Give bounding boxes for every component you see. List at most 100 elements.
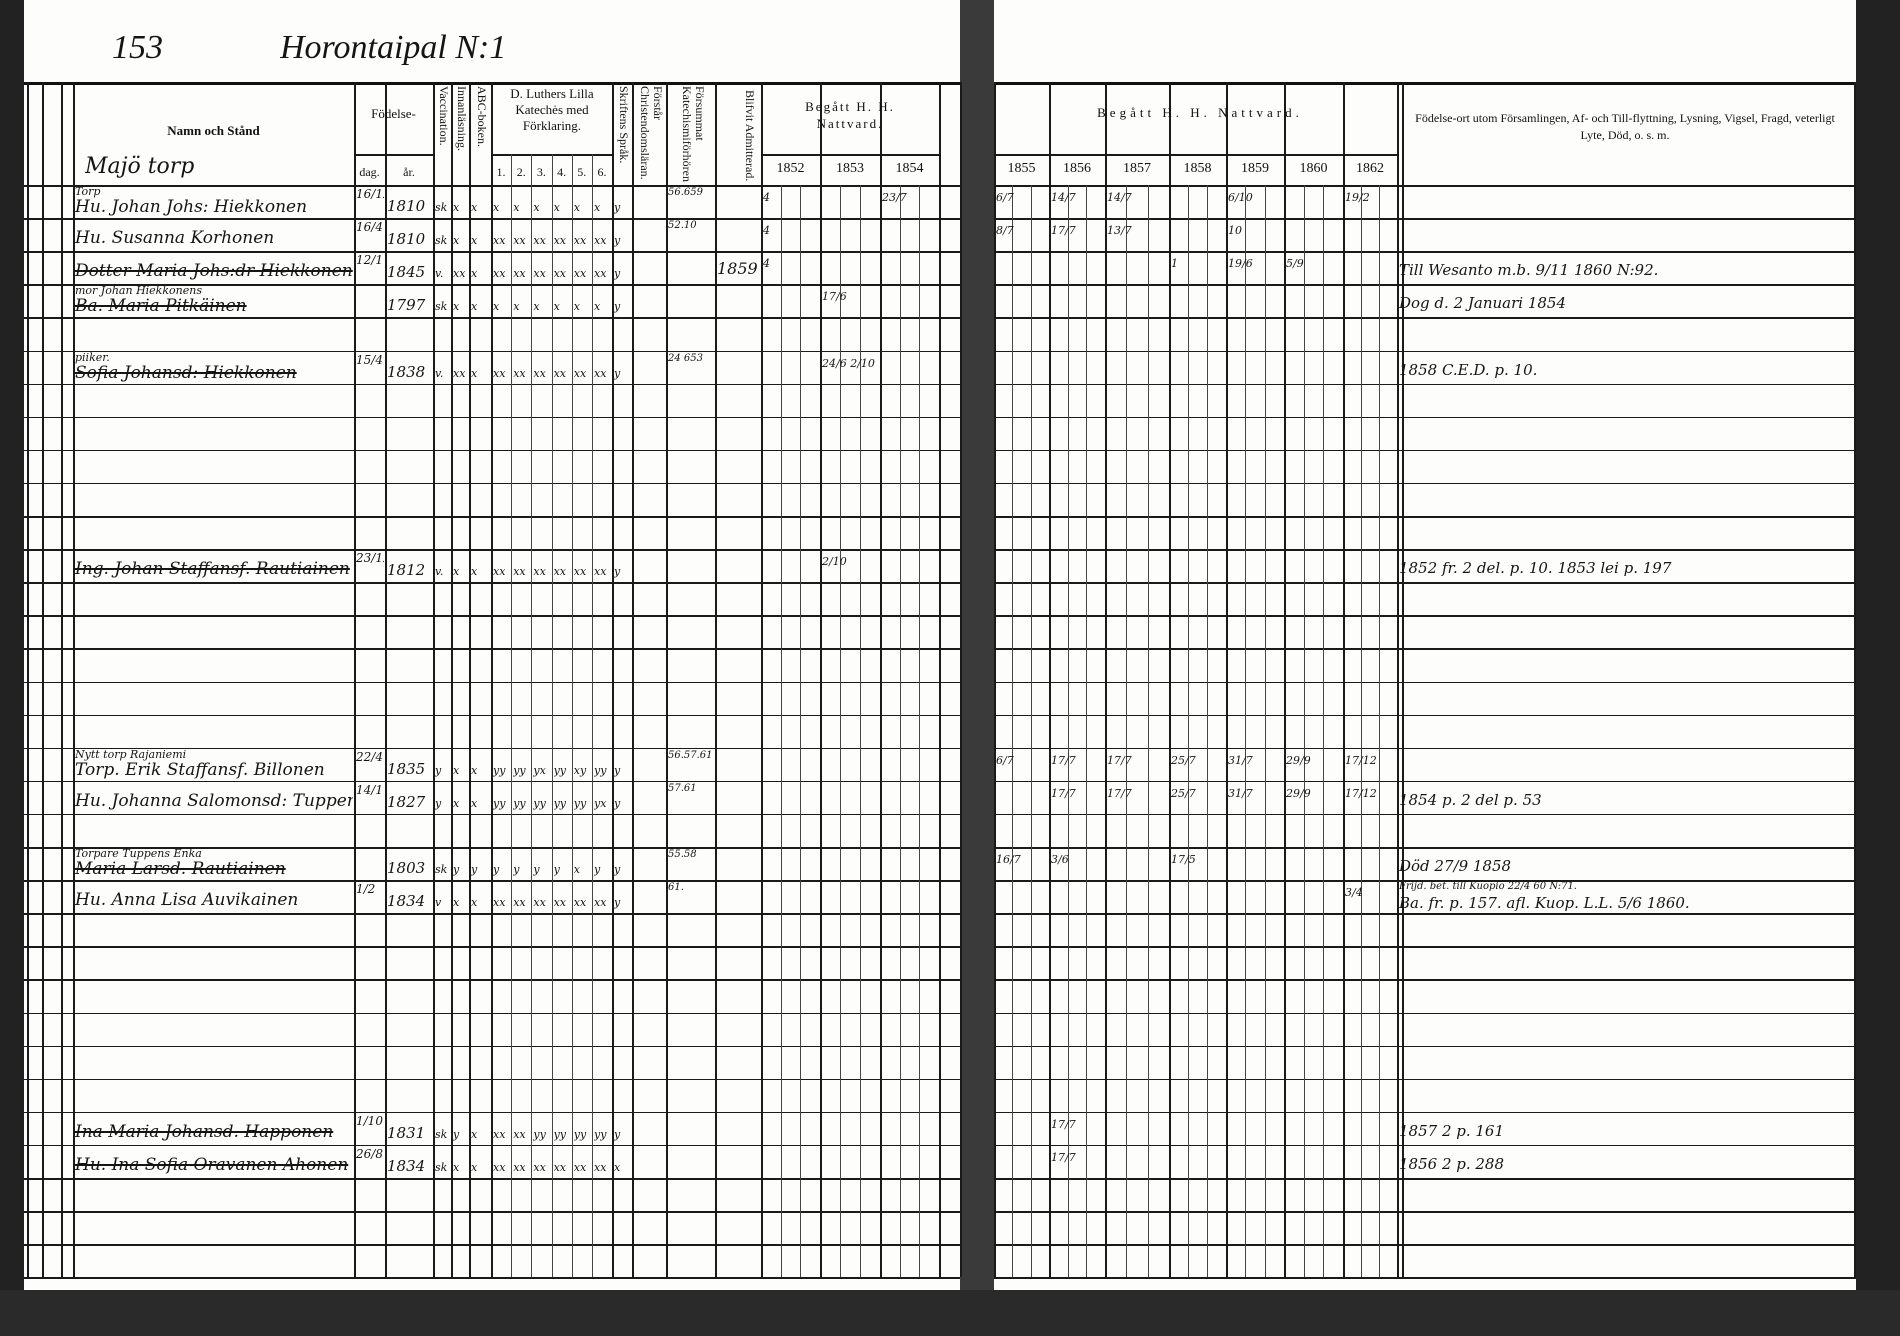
knowledge-mark: xx (594, 234, 607, 248)
knowledge-mark: y (471, 863, 478, 876)
knowledge-mark: y (614, 1127, 621, 1141)
row-line (994, 780, 1856, 783)
knowledge-mark: x (614, 1160, 621, 1174)
entry-note: Nytt torp Rajaniemi (75, 748, 187, 761)
communion-date-1862: 17/12 (1345, 786, 1377, 800)
row-line (994, 946, 1856, 948)
header-year-1860: 1860 (1299, 161, 1328, 176)
knowledge-mark: sk (435, 1160, 448, 1174)
header-year-1854: 1854 (895, 161, 924, 176)
year-subcolumn-line (1126, 185, 1128, 1278)
place-heading: Majö torp (85, 154, 195, 179)
knowledge-mark: yy (573, 796, 587, 810)
knowledge-mark: xx (553, 267, 567, 281)
knowledge-mark: y (614, 863, 621, 876)
communion-date-1859: 19/6 (1228, 257, 1253, 271)
person-name: Ina Maria Johansd. Happonen (75, 1122, 334, 1142)
luther-subcolumn-line (531, 154, 533, 1278)
header-year-1855: 1855 (1007, 161, 1036, 176)
knowledge-mark: x (471, 763, 478, 777)
header-top-line-right (994, 82, 1856, 85)
column-line (451, 82, 453, 1278)
communion-date-1862: 3/4 (1345, 886, 1363, 900)
knowledge-mark: sk (435, 300, 448, 314)
row-line (994, 449, 1856, 452)
communion-date-1855: 8/7 (996, 224, 1014, 238)
communion-date-1854: 23/7 (882, 191, 907, 204)
knowledge-mark: v. (435, 565, 444, 579)
row-line (994, 1045, 1856, 1048)
person-name: Maria Larsd. Rautiainen (75, 860, 286, 879)
row-line (994, 847, 1856, 849)
year-subcolumn-line (1030, 185, 1032, 1278)
header-communion-left: Begått H. H. Nattvard. (805, 99, 895, 131)
knowledge-mark: yy (493, 796, 506, 810)
column-line (491, 82, 493, 1278)
missed-catechism: 57.61 (668, 782, 697, 794)
communion-date-1856: 17/7 (1051, 1150, 1076, 1164)
knowledge-mark: y (614, 763, 621, 777)
knowledge-mark: v (435, 896, 442, 910)
remark: 1857 2 p. 161 (1399, 1121, 1505, 1140)
book-edge-right (1856, 0, 1900, 1336)
header-name: Namn och Stånd (167, 123, 260, 138)
knowledge-mark: y (614, 267, 621, 281)
year-subcolumn-line (860, 185, 861, 1278)
header-year-1857: 1857 (1123, 161, 1151, 176)
column-line (994, 82, 996, 1278)
book-edge-left (0, 0, 24, 1336)
page-number: 153 (112, 29, 163, 66)
knowledge-mark: x (471, 565, 478, 579)
communion-date-1856: 17/7 (1051, 786, 1076, 800)
knowledge-mark: xx (594, 896, 607, 910)
knowledge-mark: x (453, 763, 460, 777)
birth-year: 1812 (387, 561, 426, 580)
knowledge-mark: xx (533, 366, 546, 380)
header-year-1859: 1859 (1241, 161, 1269, 176)
knowledge-mark: sk (435, 863, 448, 876)
communion-date-1858: 25/7 (1171, 786, 1196, 800)
communion-date-1857: 17/7 (1107, 786, 1132, 800)
communion-date-1855: 6/7 (996, 753, 1014, 767)
year-subcolumn-line (1207, 185, 1208, 1278)
knowledge-mark: xx (493, 896, 506, 910)
row-line (994, 681, 1856, 683)
header-remarks: Födelse-ort utom Församlingen, Af- och T… (1415, 111, 1835, 142)
knowledge-mark: y (614, 201, 621, 214)
luther-subcolumn-line (592, 154, 593, 1278)
row-line (994, 383, 1856, 386)
knowledge-mark: y (453, 863, 460, 876)
birth-day: 16/12 (356, 187, 384, 201)
remark: Död 27/9 1858 (1399, 857, 1512, 875)
knowledge-mark: xx (573, 234, 587, 248)
communion-date-1859: 10 (1228, 224, 1242, 238)
column-line (1397, 82, 1399, 1278)
communion-date-1856: 17/7 (1051, 224, 1076, 238)
year-subcolumn-line (1303, 185, 1305, 1278)
entry-note: Torp (75, 186, 101, 198)
row-line (994, 1211, 1856, 1213)
year-subcolumn-line (1264, 185, 1266, 1278)
year-subcolumn-line (919, 185, 921, 1278)
column-line (880, 82, 882, 1278)
knowledge-mark: y (614, 366, 621, 380)
column-line (1169, 82, 1171, 1278)
communion-date-1856: 17/7 (1051, 753, 1076, 767)
year-subcolumn-line (800, 185, 802, 1278)
birth-year: 1834 (387, 1156, 426, 1175)
knowledge-mark: xx (513, 267, 526, 281)
knowledge-mark: x (471, 1160, 478, 1174)
column-line (73, 82, 75, 1278)
knowledge-mark: v. (435, 267, 444, 281)
knowledge-mark: yy (594, 1127, 607, 1141)
remark: 1856 2 p. 288 (1399, 1154, 1505, 1173)
column-line (1284, 82, 1286, 1278)
header-scripture: Skriftens Språk. (617, 86, 630, 164)
person-name: Dotter Maria Johs:dr Hiekkonen (75, 262, 353, 282)
knowledge-mark: xx (513, 366, 526, 380)
knowledge-mark: y (614, 565, 621, 579)
knowledge-mark: yy (533, 1127, 546, 1141)
header-birth: Födelse- (371, 106, 416, 121)
header-luther-part: 1. (496, 165, 506, 179)
communion-date-1855: 6/7 (996, 191, 1014, 204)
